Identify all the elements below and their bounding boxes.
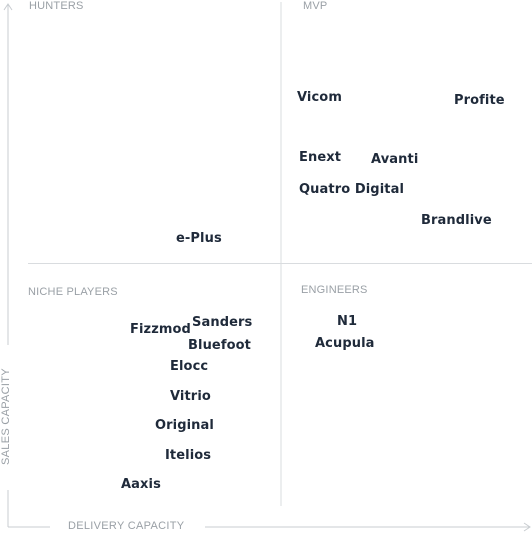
company-profite: Profite xyxy=(454,93,505,108)
company-e-plus: e-Plus xyxy=(176,231,222,246)
company-brandlive: Brandlive xyxy=(421,213,492,228)
company-original: Original xyxy=(155,418,214,433)
company-quatro-digital: Quatro Digital xyxy=(299,182,405,197)
y-axis-label: SALES CAPACITY xyxy=(0,368,12,465)
company-fizzmod: Fizzmod xyxy=(130,322,191,337)
x-axis-label: DELIVERY CAPACITY xyxy=(68,520,185,532)
company-n1: N1 xyxy=(337,314,358,329)
company-avanti: Avanti xyxy=(371,152,419,167)
company-acupula: Acupula xyxy=(315,336,375,351)
company-enext: Enext xyxy=(299,150,342,165)
quadrant-label-engineers: ENGINEERS xyxy=(301,284,368,296)
company-vitrio: Vitrio xyxy=(170,389,211,404)
quadrant-label-hunters: HUNTERS xyxy=(29,0,84,12)
x-axis-arrow-icon xyxy=(523,522,531,532)
quadrant-label-mvp: MVP xyxy=(303,0,328,12)
company-vicom: Vicom xyxy=(297,90,342,105)
y-axis-arrow-icon xyxy=(3,3,13,11)
company-itelios: Itelios xyxy=(165,448,212,463)
quadrant-label-niche-players: NICHE PLAYERS xyxy=(28,286,118,298)
company-elocc: Elocc xyxy=(170,359,209,374)
company-aaxis: Aaxis xyxy=(121,477,161,492)
company-sanders: Sanders xyxy=(192,315,253,330)
company-bluefoot: Bluefoot xyxy=(188,338,251,353)
